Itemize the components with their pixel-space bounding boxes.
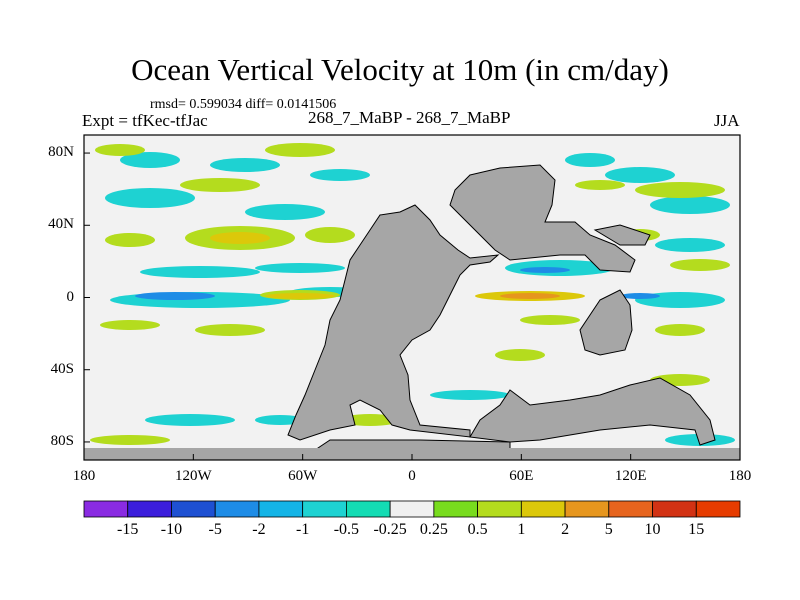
colorbar-label: -1 — [295, 521, 310, 538]
colorbar-label: 0.5 — [467, 521, 488, 538]
lat-tick-label: 0 — [66, 288, 75, 305]
southeastern-continent — [579, 289, 633, 356]
lon-tick-label: 180 — [728, 468, 752, 484]
colorbar-label: 10 — [644, 521, 661, 538]
axis-ticks — [83, 152, 741, 460]
colorbar-swatch — [695, 500, 741, 518]
lat-tick-label: 80N — [48, 144, 74, 161]
lat-tick-label: 80S — [50, 432, 74, 449]
colorbar-swatch — [127, 500, 172, 518]
colorbar-swatch — [564, 500, 610, 518]
lat-tick-label: 40N — [48, 216, 74, 233]
colorbar-swatch — [389, 500, 435, 518]
colorbar-label: 2 — [561, 521, 570, 538]
colorbar-label: -2 — [252, 521, 266, 538]
colorbar-swatch — [433, 500, 479, 518]
colorbar-swatch — [477, 500, 522, 518]
chart-title: Ocean Vertical Velocity at 10m (in cm/da… — [131, 52, 669, 87]
colorbar-swatch — [652, 500, 697, 518]
colorbar-swatch — [171, 500, 216, 518]
lon-tick-label: 0 — [408, 468, 416, 484]
lon-tick-label: 60W — [288, 468, 318, 484]
western-continent — [287, 204, 500, 441]
colorbar-label: -15 — [117, 521, 139, 538]
northern-continent — [449, 164, 636, 273]
colorbar-swatch — [608, 500, 653, 518]
colorbar-label: 1 — [517, 521, 526, 538]
lon-tick-label: 60E — [509, 468, 534, 484]
colorbar-swatch — [520, 500, 566, 518]
stats-label: rmsd= 0.599034 diff= 0.0141506 — [150, 97, 337, 112]
colorbar-label: 5 — [604, 521, 613, 538]
colorbar-label: -0.5 — [333, 521, 360, 538]
colorbar-swatch — [83, 500, 129, 518]
season-label: JJA — [714, 111, 740, 130]
colorbar-swatch — [214, 500, 260, 518]
lat-tick-label: 40S — [50, 360, 74, 377]
center-label: 268_7_MaBP - 268_7_MaBP — [308, 108, 511, 127]
southern-continent — [469, 377, 716, 446]
experiment-label: Expt = tfKec-tfJac — [82, 111, 208, 130]
equatorial-upwelling-core — [500, 293, 560, 299]
lon-tick-label: 120W — [174, 468, 212, 484]
colorbar-swatch — [345, 500, 391, 518]
colorbar-label: -0.25 — [373, 521, 407, 538]
colorbar-label: -5 — [208, 521, 222, 538]
eastern-island — [593, 224, 651, 246]
colorbar-label: -10 — [160, 521, 183, 538]
lon-tick-label: 180 — [72, 468, 96, 484]
colorbar-label: 15 — [688, 521, 705, 538]
colorbar-label: 0.25 — [419, 521, 448, 538]
strong-negative-patches — [135, 267, 660, 300]
colorbar-swatch — [302, 500, 347, 518]
colorbar-swatch — [258, 500, 304, 518]
lon-tick-label: 120E — [614, 468, 647, 484]
